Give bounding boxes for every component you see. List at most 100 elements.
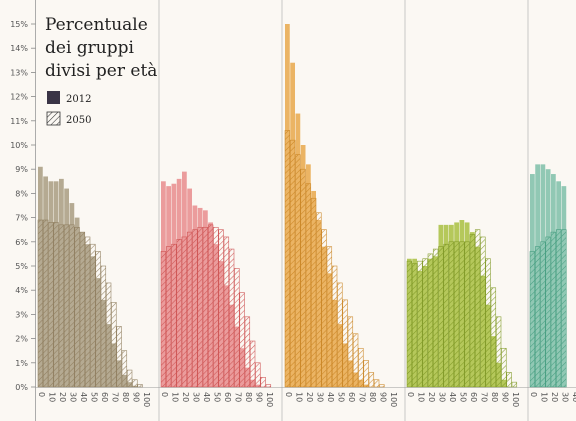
- legend-swatch-2050: [46, 111, 61, 126]
- legend: 2012 2050: [46, 91, 91, 126]
- x-tick-label: 10: [417, 392, 426, 402]
- legend-swatch-2012: [47, 91, 60, 104]
- x-tick-label: 90: [255, 392, 264, 402]
- bar-2050: [295, 154, 301, 388]
- bar-2050: [111, 301, 117, 388]
- bar-2050: [289, 139, 296, 388]
- x-tick-label: 0: [160, 392, 169, 397]
- bar-2050: [63, 224, 70, 388]
- bar-2050: [192, 229, 198, 388]
- y-tick-label: 4%: [15, 286, 28, 295]
- x-tick-label: 20: [181, 392, 190, 402]
- bar-2050: [464, 241, 470, 388]
- x-tick-label: 100: [142, 392, 151, 407]
- bar-2050: [126, 369, 133, 388]
- y-tick-label: 15%: [10, 20, 28, 29]
- bar-2050: [234, 268, 240, 388]
- x-tick-label: 0: [529, 392, 538, 397]
- x-tick-label: 90: [379, 392, 388, 402]
- bar-2050: [90, 243, 96, 388]
- bar-2050: [305, 183, 312, 388]
- bar-2050: [202, 226, 209, 388]
- x-tick-label: 0: [37, 392, 46, 397]
- y-tick-label: 14%: [10, 44, 28, 53]
- bar-2050: [53, 222, 59, 388]
- bar-2050: [284, 130, 291, 388]
- x-tick-label: 30: [316, 392, 325, 402]
- y-tick-label: 9%: [15, 165, 28, 174]
- bar-2050: [84, 236, 91, 388]
- panel-5: 0 10 20 30 40: [529, 164, 576, 402]
- bar-2050: [186, 231, 193, 388]
- bar-2050: [58, 224, 65, 388]
- y-tick-label: 11%: [10, 117, 28, 126]
- y-tick-label: 0%: [15, 383, 28, 392]
- x-tick-label: 10: [48, 392, 57, 402]
- x-tick-label: 30: [561, 392, 570, 402]
- x-tick-label: 70: [358, 392, 367, 402]
- bar-2050: [42, 219, 49, 388]
- bar-2050: [197, 226, 203, 388]
- x-tick-label: 0: [406, 392, 415, 397]
- panel-2: 0 10 20 30 40 50 60 70 80 90 100: [160, 171, 274, 407]
- bar-2050: [244, 316, 251, 388]
- bar-2050: [459, 241, 465, 388]
- y-tick-label: 1%: [15, 359, 28, 368]
- bar-2050: [337, 282, 343, 388]
- bar-2050: [443, 243, 449, 388]
- x-tick-label: 80: [121, 392, 130, 402]
- bar-2050: [213, 226, 219, 388]
- y-tick-label: 3%: [15, 310, 28, 319]
- bar-2050: [550, 231, 557, 388]
- x-tick-label: 90: [501, 392, 510, 402]
- bar-2050: [453, 241, 460, 388]
- x-tick-label: 80: [368, 392, 377, 402]
- title-line: Percentuale: [45, 15, 148, 35]
- legend-label-2050: 2050: [66, 115, 91, 126]
- x-tick-label: 80: [244, 392, 253, 402]
- y-tick-label: 13%: [10, 68, 28, 77]
- bar-2050: [480, 236, 486, 388]
- bar-2050: [255, 362, 261, 388]
- bar-2050: [352, 333, 359, 388]
- bar-2050: [417, 260, 423, 388]
- x-tick-label: 90: [132, 392, 141, 402]
- bar-2050: [310, 197, 317, 388]
- bar-2050: [490, 287, 497, 388]
- x-tick-label: 60: [469, 392, 478, 402]
- bar-2050: [37, 219, 44, 388]
- bar-2050: [95, 251, 101, 388]
- bar-2050: [228, 248, 235, 388]
- x-tick-label: 60: [347, 392, 356, 402]
- bar-2050: [249, 340, 256, 388]
- bar-2050: [469, 234, 476, 388]
- bar-2050: [160, 251, 167, 388]
- bar-2050: [100, 265, 107, 388]
- x-tick-label: 40: [79, 392, 88, 402]
- x-tick-label: 70: [234, 392, 243, 402]
- bar-2050: [427, 253, 434, 388]
- panel-4: 0 10 20 30 40 50 60 70 80 90 100: [406, 220, 520, 407]
- x-tick-label: 20: [305, 392, 314, 402]
- bar-2050: [223, 236, 230, 388]
- bar-2050: [358, 347, 364, 388]
- bar-2050: [171, 243, 177, 388]
- chart-title: Percentuale dei gruppi divisi per età: [45, 15, 157, 81]
- bar-2050: [411, 263, 418, 388]
- bar-2050: [342, 299, 348, 388]
- y-tick-label: 5%: [15, 262, 28, 271]
- x-tick-label: 20: [58, 392, 67, 402]
- bar-2050: [116, 326, 122, 388]
- x-tick-label: 10: [540, 392, 549, 402]
- bar-2050: [207, 224, 214, 388]
- bar-2050: [511, 381, 518, 388]
- bar-2050: [363, 360, 369, 388]
- title-line: dei gruppi: [45, 38, 135, 58]
- bar-2050: [561, 229, 567, 388]
- bar-2050: [69, 224, 75, 388]
- bar-2050: [316, 212, 322, 388]
- x-tick-label: 30: [69, 392, 78, 402]
- bar-2050: [529, 251, 536, 388]
- x-tick-label: 100: [511, 392, 520, 407]
